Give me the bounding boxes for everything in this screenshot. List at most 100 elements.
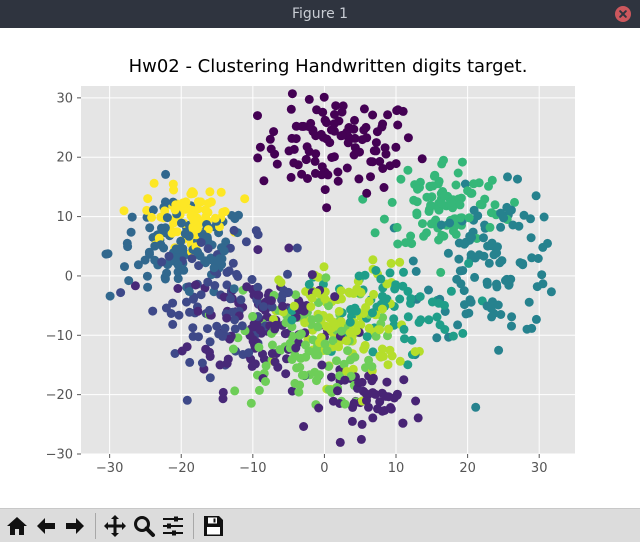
scatter-point	[496, 222, 506, 232]
scatter-point	[205, 337, 215, 347]
scatter-point	[432, 312, 442, 322]
scatter-point	[455, 200, 465, 210]
scatter-point	[362, 396, 371, 406]
scatter-point	[173, 284, 183, 293]
scatter-point	[413, 413, 423, 423]
scatter-point	[161, 169, 171, 179]
navigation-toolbar	[0, 508, 640, 542]
scatter-point	[284, 243, 294, 253]
scatter-point	[407, 335, 417, 345]
forward-button[interactable]	[61, 512, 89, 540]
scatter-point	[417, 154, 427, 164]
home-button[interactable]	[3, 512, 31, 540]
y-axis: −30 −20 −10 0 10 20 30	[46, 91, 81, 463]
scatter-point	[169, 185, 179, 195]
scatter-point	[187, 254, 197, 264]
scatter-point	[290, 350, 300, 360]
scatter-point	[247, 275, 257, 284]
scatter-point	[391, 142, 401, 152]
scatter-point	[385, 268, 395, 278]
scatter-point	[289, 158, 299, 168]
scatter-point	[331, 101, 341, 111]
scatter-point	[255, 325, 265, 335]
scatter-point	[362, 188, 372, 198]
scatter-point	[307, 270, 317, 280]
scatter-point	[464, 213, 474, 223]
scatter-point	[401, 238, 411, 248]
scatter-point	[457, 157, 467, 167]
scatter-point	[253, 245, 263, 255]
y-tick-label: 30	[56, 91, 73, 106]
scatter-point	[173, 260, 183, 270]
y-tick-label: −10	[46, 329, 73, 344]
scatter-point	[203, 277, 213, 287]
y-tick-label: 0	[65, 269, 73, 284]
scatter-point	[275, 345, 285, 355]
scatter-point	[337, 130, 347, 140]
scatter-point	[466, 250, 476, 260]
scatter-point	[320, 339, 330, 349]
scatter-point	[334, 306, 344, 316]
scatter-point	[453, 320, 463, 330]
scatter-point	[267, 349, 277, 358]
scatter-point	[398, 106, 408, 116]
scatter-point	[345, 317, 355, 327]
scatter-point	[168, 298, 178, 308]
scatter-point	[496, 310, 506, 319]
scatter-point	[286, 104, 296, 114]
scatter-point	[504, 280, 514, 289]
subplots-button[interactable]	[159, 512, 187, 540]
figure-canvas[interactable]: Hw02 - Clustering Handwritten digits tar…	[0, 28, 640, 508]
scatter-point	[286, 172, 296, 182]
scatter-point	[297, 121, 307, 131]
scatter-point	[201, 344, 211, 354]
scatter-point	[357, 135, 367, 145]
scatter-point	[386, 258, 396, 268]
scatter-point	[313, 322, 323, 332]
scatter-point	[487, 175, 497, 185]
scatter-point	[493, 300, 503, 310]
scatter-point	[443, 248, 453, 258]
scatter-point	[371, 331, 381, 341]
scatter-point	[546, 287, 556, 297]
scatter-point	[382, 279, 392, 289]
scatter-point	[237, 321, 247, 331]
scatter-point	[524, 297, 534, 307]
scatter-point	[144, 247, 154, 257]
scatter-point	[244, 348, 254, 358]
scatter-point	[127, 212, 137, 222]
scatter-point	[317, 360, 327, 370]
scatter-point	[289, 301, 299, 311]
save-button[interactable]	[199, 512, 227, 540]
scatter-point	[324, 301, 333, 311]
scatter-point	[318, 107, 328, 117]
pan-button[interactable]	[101, 512, 129, 540]
scatter-point	[202, 232, 212, 242]
scatter-point	[398, 281, 408, 291]
scatter-point	[276, 277, 286, 287]
close-button[interactable]	[615, 6, 631, 22]
scatter-point	[228, 344, 238, 354]
scatter-point	[532, 282, 542, 292]
scatter-point	[297, 169, 307, 179]
scatter-point	[393, 120, 403, 130]
scatter-point	[157, 223, 166, 233]
scatter-point	[261, 377, 270, 386]
scatter-point	[518, 259, 528, 268]
scatter-point	[162, 268, 172, 278]
arrow-left-icon	[37, 517, 55, 534]
scatter-point	[283, 269, 292, 279]
scatter-point	[467, 232, 477, 242]
scatter-point	[168, 319, 178, 329]
scatter-point	[350, 133, 360, 143]
scatter-point	[173, 274, 183, 284]
scatter-point	[474, 250, 484, 260]
x-tick-label: 10	[388, 461, 405, 476]
scatter-point	[184, 231, 194, 241]
scatter-point	[383, 360, 393, 370]
scatter-point	[454, 254, 464, 264]
zoom-button[interactable]	[130, 512, 158, 540]
scatter-point	[470, 272, 480, 282]
scatter-point	[205, 352, 215, 361]
back-button[interactable]	[32, 512, 60, 540]
